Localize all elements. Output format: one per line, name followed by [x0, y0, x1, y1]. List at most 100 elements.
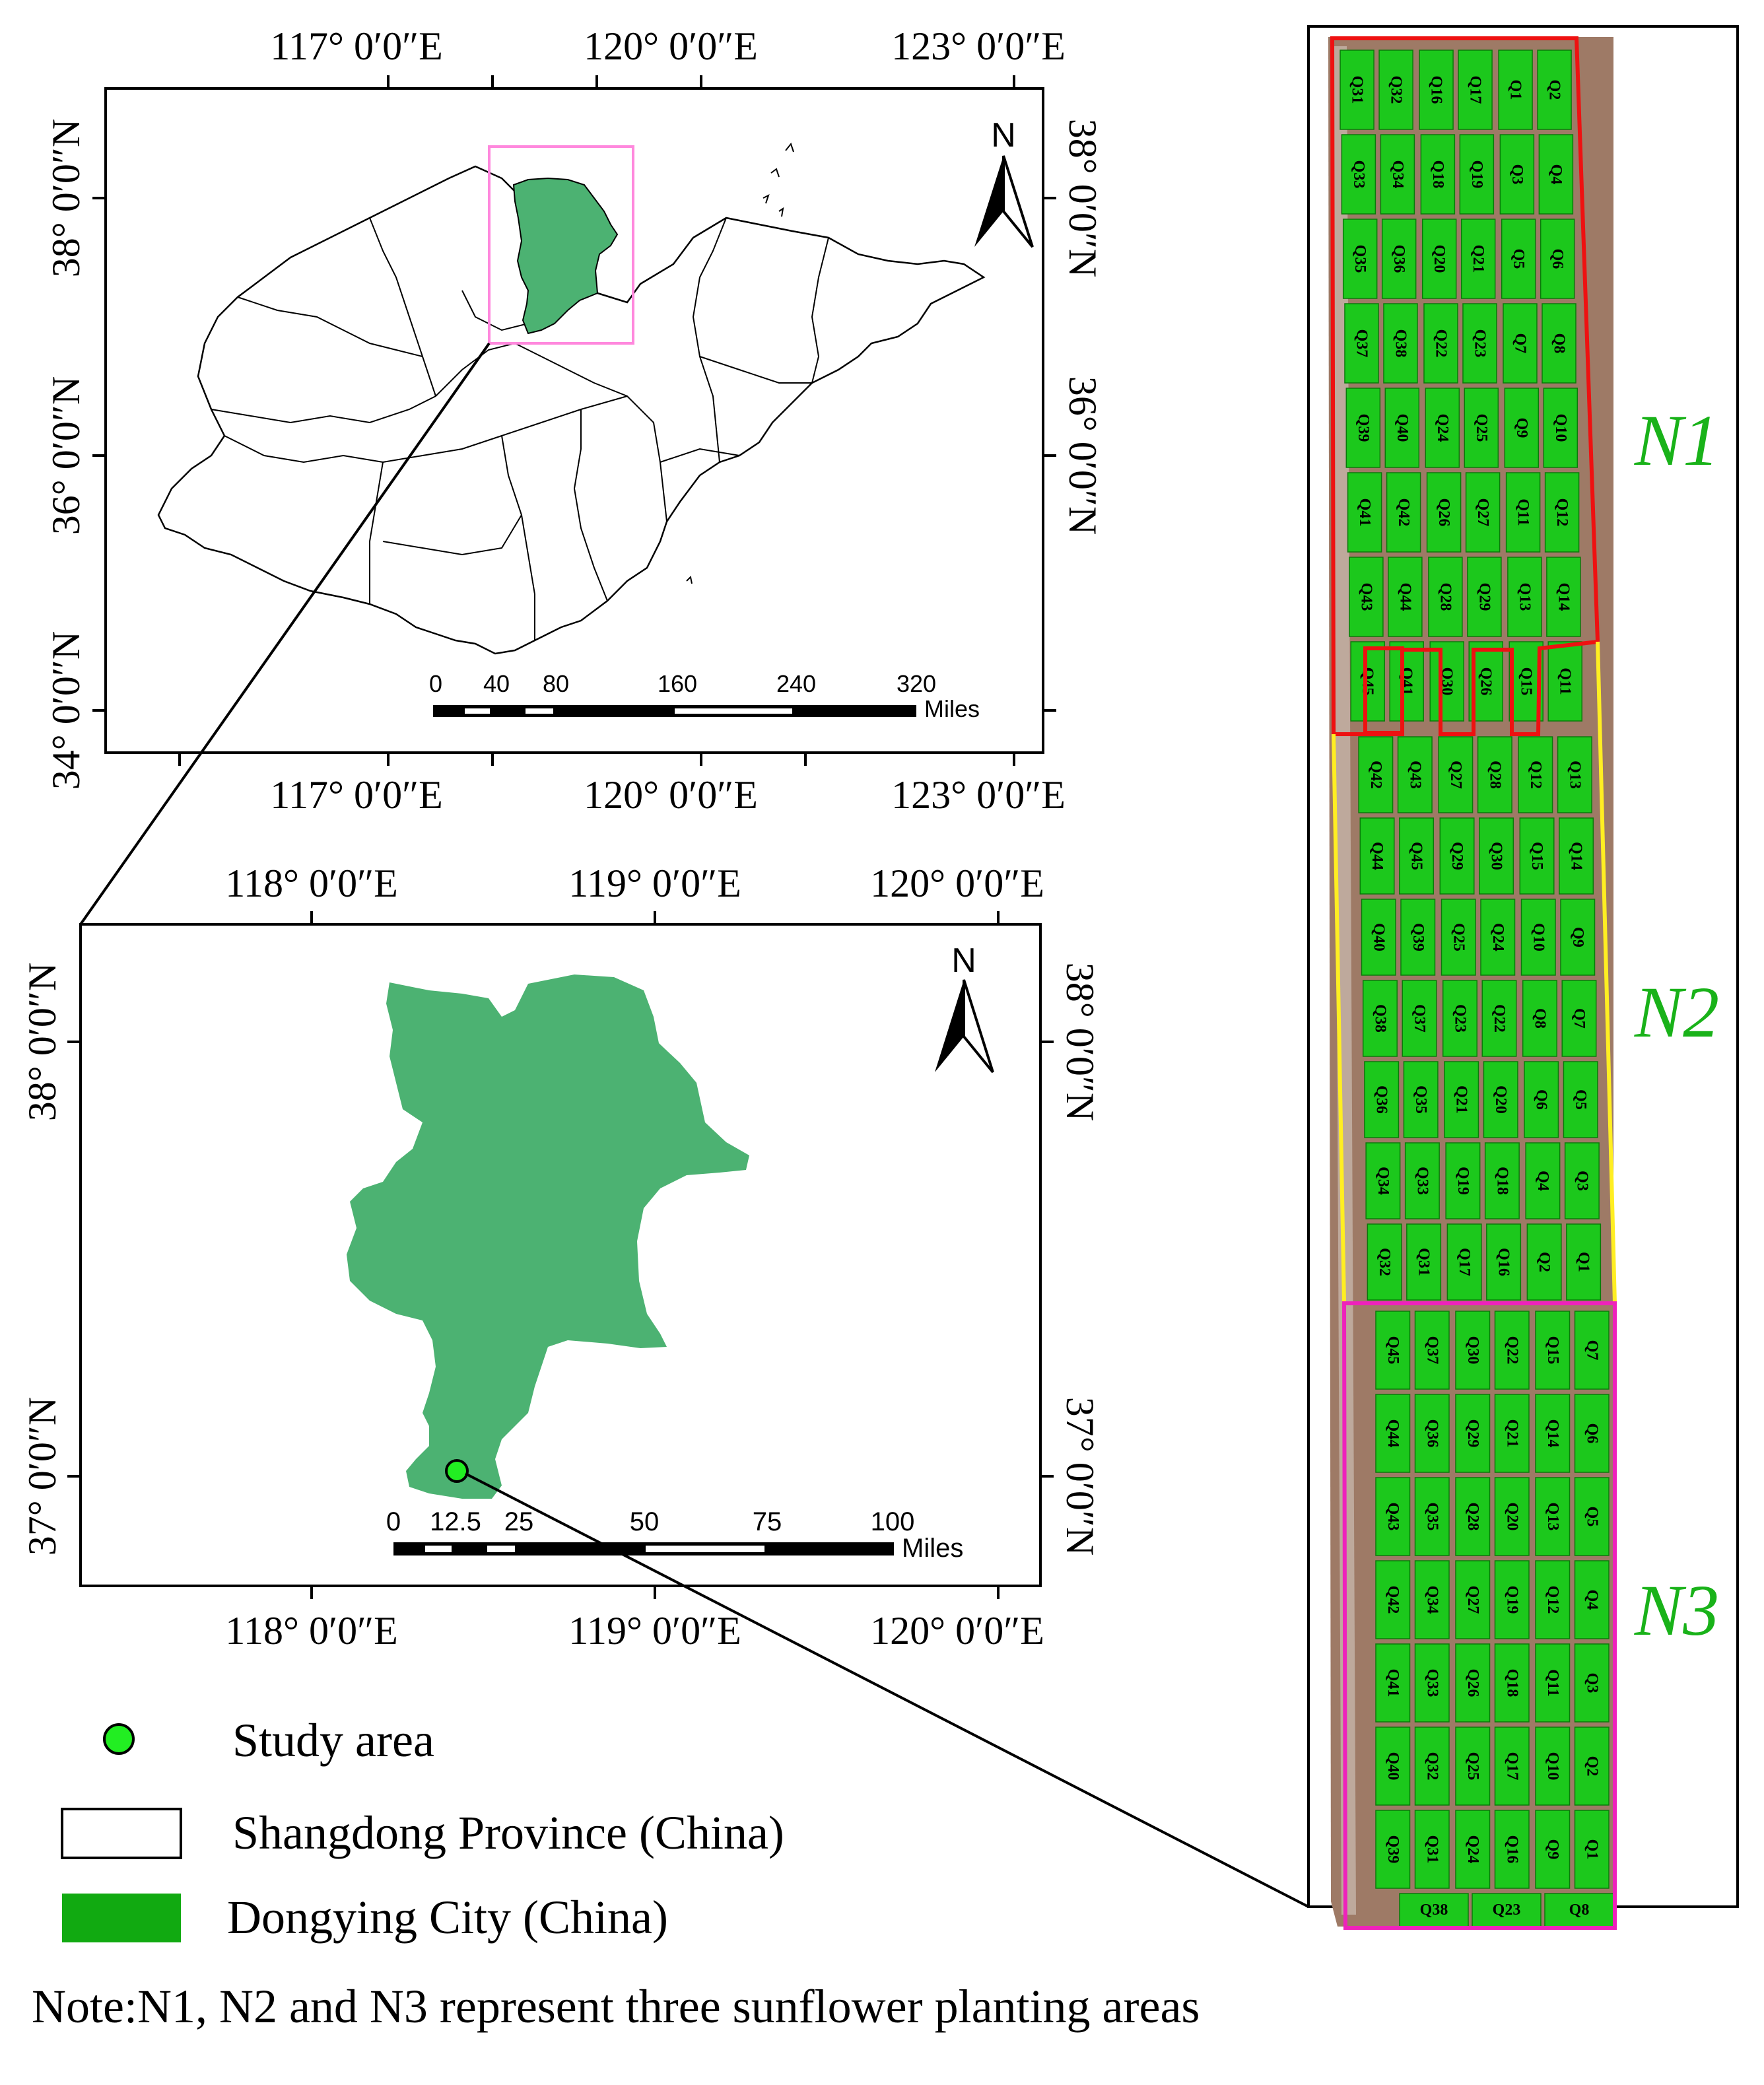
- plot-label: Q27: [1464, 1586, 1481, 1614]
- plot-cell: [1504, 388, 1540, 468]
- plot-grid: Q31 Q32 Q16 Q17 Q1 Q2 Q33 Q34 Q18 Q19 Q3 Q4 Q35 Q36 Q2…: [1340, 50, 1614, 1927]
- plot-cell: [1350, 641, 1385, 722]
- plot-cell: [1535, 1394, 1571, 1473]
- plot-cell: [1494, 1560, 1530, 1639]
- plot-label: Q1: [1507, 80, 1524, 100]
- plot-label: Q28: [1486, 761, 1503, 789]
- plot-cell: [1537, 50, 1572, 130]
- leader-line-top: [79, 342, 491, 926]
- plot-cell: [1384, 388, 1420, 468]
- n1-boundary: [1330, 36, 1600, 736]
- plot-cell: [1574, 1477, 1610, 1556]
- scale-bottom-tick-2: 25: [504, 1507, 534, 1536]
- plot-label: Q23: [1493, 1901, 1521, 1919]
- plot-label: Q43: [1406, 761, 1423, 789]
- plot-cell: [1345, 388, 1381, 468]
- plot-label: Q19: [1468, 160, 1485, 189]
- plot-label: Q15: [1518, 667, 1535, 696]
- north-arrow-top: N: [974, 116, 1034, 248]
- plot-cell: [1378, 50, 1413, 130]
- plot-cell: [1481, 980, 1517, 1057]
- plot-label: Q45: [1359, 667, 1376, 696]
- plot-cell: [1505, 472, 1541, 553]
- figure-note: Note:N1, N2 and N3 represent three sunfl…: [32, 1980, 1200, 2033]
- plot-cell: [1494, 1726, 1530, 1806]
- plot-label: Q7: [1511, 333, 1528, 354]
- plot-label: Q37: [1423, 1336, 1441, 1365]
- plot-cell: [1483, 1061, 1518, 1138]
- scale-bar-top: 0 40 80 160 240 320 Miles: [429, 670, 980, 722]
- plot-cell: [1381, 219, 1417, 299]
- plot-cell: [1349, 557, 1384, 637]
- plot-label: Q27: [1447, 761, 1464, 789]
- plot-label: Q33: [1423, 1669, 1441, 1697]
- plot-label: Q30: [1464, 1336, 1481, 1365]
- plot-label: Q33: [1413, 1167, 1431, 1195]
- plot-cell: [1535, 1311, 1571, 1390]
- plot-label: Q7: [1583, 1340, 1600, 1361]
- bottom-lon-label-top-3: 120° 0′0″E: [870, 862, 1044, 905]
- plot-cell: [1347, 472, 1382, 553]
- plot-cell: [1520, 899, 1556, 976]
- plot-label: Q36: [1423, 1419, 1441, 1448]
- scale-bottom-unit: Miles: [902, 1534, 963, 1563]
- plot-cell: [1462, 303, 1497, 384]
- top-lon-label-bottom-3: 123° 0′0″E: [891, 773, 1066, 817]
- plot-cell: [1526, 1223, 1562, 1301]
- plot-label: Q20: [1492, 1085, 1509, 1114]
- plot-cell: [1455, 1810, 1491, 1889]
- plot-cell: [1455, 1477, 1491, 1556]
- scale-top-tick-0: 0: [429, 670, 442, 697]
- plot-cell: [1380, 134, 1415, 215]
- plot-cell: [1560, 899, 1596, 976]
- plot-label: Q17: [1456, 1248, 1473, 1276]
- scale-bottom-tick-1: 12.5: [430, 1507, 481, 1536]
- plot-cell: [1464, 388, 1499, 468]
- plot-label: Q33: [1350, 160, 1367, 189]
- plot-label: Q45: [1408, 842, 1425, 870]
- plot-label: Q23: [1451, 1004, 1468, 1033]
- plot-cell: [1455, 1311, 1491, 1390]
- dongying-top-shape: [512, 177, 619, 335]
- scale-bottom-tick-0: 0: [386, 1507, 401, 1536]
- scale-bar-bottom: 0 12.5 25 50 75 100 Miles: [386, 1507, 963, 1563]
- plot-label: Q9: [1513, 418, 1530, 438]
- plot-cell: [1540, 219, 1575, 299]
- plot-cell: [1498, 50, 1533, 130]
- plot-cell: [1414, 1726, 1450, 1806]
- plot-cell: [1383, 303, 1418, 384]
- plot-label: Q14: [1544, 1419, 1561, 1448]
- plot-label: Q28: [1437, 583, 1454, 611]
- plot-label: Q43: [1357, 583, 1374, 611]
- plot-label: Q39: [1355, 414, 1372, 442]
- plot-label: Q28: [1464, 1503, 1481, 1531]
- plot-cell: [1397, 736, 1433, 813]
- plot-label: Q24: [1434, 414, 1451, 442]
- plot-label: Q9: [1544, 1839, 1561, 1860]
- plot-cell: [1402, 980, 1437, 1057]
- scale-top-unit: Miles: [924, 695, 980, 722]
- top-lon-label-bottom-2: 120° 0′0″E: [584, 773, 758, 817]
- plot-label: Q29: [1464, 1419, 1481, 1448]
- plot-cell: [1403, 1061, 1439, 1138]
- n3-boundary: [1341, 1301, 1617, 1930]
- plot-cell: [1444, 1061, 1479, 1138]
- plot-cell: [1359, 817, 1395, 895]
- plot-cell: [1375, 1643, 1411, 1723]
- plot-cell: [1535, 1810, 1571, 1889]
- north-arrow-bottom: N: [935, 941, 994, 1074]
- plot-cell: [1458, 50, 1493, 130]
- zone-label-n2: N2: [1634, 972, 1719, 1052]
- plot-cell: [1344, 303, 1379, 384]
- plot-label: Q17: [1467, 76, 1484, 104]
- plot-cell: [1341, 134, 1376, 215]
- plot-label: Q22: [1503, 1336, 1520, 1365]
- plot-label: Q19: [1503, 1586, 1520, 1614]
- plot-label: Q34: [1423, 1586, 1441, 1614]
- plot-cell: [1535, 1643, 1571, 1723]
- plot-cell: [1494, 1311, 1530, 1390]
- plot-cell: [1544, 1893, 1614, 1927]
- plot-label: Q44: [1384, 1419, 1402, 1448]
- plot-cell: [1460, 219, 1496, 299]
- plot-label: Q19: [1454, 1167, 1472, 1195]
